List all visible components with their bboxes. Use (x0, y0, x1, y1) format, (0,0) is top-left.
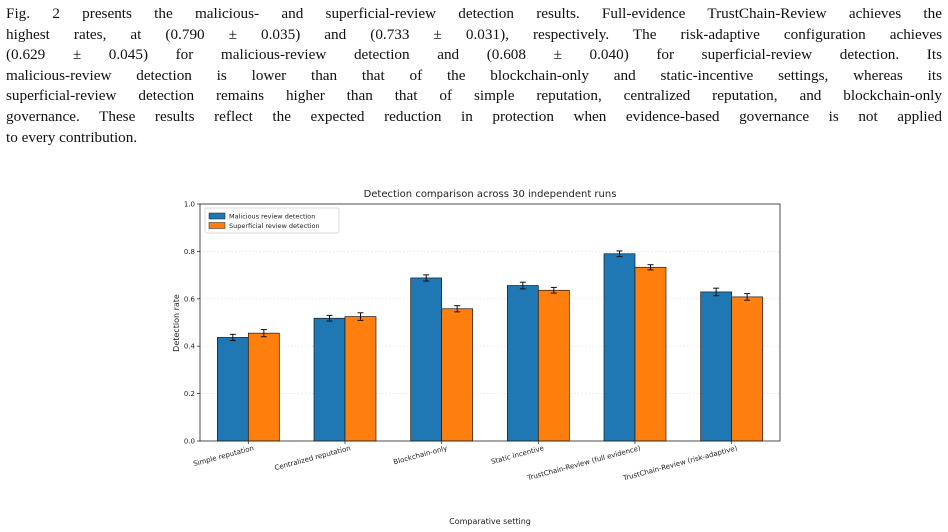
paragraph-line: malicious-review detection is lower than… (6, 66, 942, 84)
legend-label: Superficial review detection (229, 222, 320, 230)
bar (410, 277, 443, 442)
paragraph-line: superficial-review detection remains hig… (6, 87, 942, 105)
bar (216, 337, 249, 442)
y-axis-label: Detection rate (172, 294, 181, 352)
paragraph-line: (0.629 ± 0.045) for malicious-review det… (6, 46, 942, 64)
y-tick-label: 0.0 (184, 438, 195, 446)
x-tick-label: Simple reputation (192, 444, 254, 468)
bar (634, 266, 667, 442)
bar (506, 285, 539, 442)
y-tick-label: 1.0 (184, 201, 195, 209)
bar (603, 253, 636, 442)
bar (247, 332, 280, 442)
legend-swatch (208, 222, 226, 229)
plot-frame (199, 203, 781, 442)
x-axis-label: Comparative setting (449, 517, 531, 526)
y-tick-label: 0.2 (184, 390, 195, 398)
legend-box (204, 207, 340, 234)
bar (537, 289, 570, 442)
legend-swatch (208, 212, 226, 220)
bar (344, 316, 377, 442)
y-tick-label: 0.8 (184, 248, 195, 256)
paragraph-line: highest rates, at (0.790 ± 0.035) and (0… (6, 25, 942, 43)
x-tick-label: Static incentive (490, 444, 545, 466)
x-tick-label: Blockchain-only (393, 444, 449, 466)
chart-title: Detection comparison across 30 independe… (364, 189, 617, 200)
x-tick-label: Centralized reputation (274, 444, 352, 472)
bar (441, 308, 474, 442)
bar (313, 317, 346, 442)
paragraph-line: to every contribution. (6, 128, 138, 146)
y-tick-label: 0.4 (184, 343, 196, 351)
y-tick-label: 0.6 (184, 295, 196, 303)
legend-label: Malicious review detection (229, 213, 315, 221)
bar (731, 296, 764, 442)
body-paragraph: Fig. 2 presents the malicious- and super… (6, 4, 942, 148)
paragraph-line: Fig. 2 presents the malicious- and super… (6, 5, 942, 22)
paragraph-line: governance. These results reflect the ex… (6, 107, 942, 125)
bar (700, 291, 733, 442)
